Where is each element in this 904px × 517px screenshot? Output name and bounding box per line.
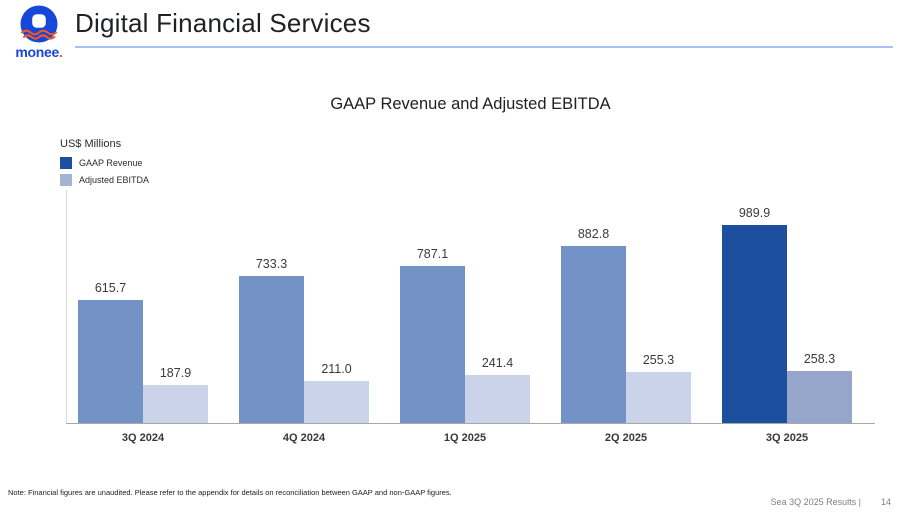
bar-group: 989.9 258.3 3Q 2025 [722, 206, 852, 444]
legend-item-gaap-revenue: GAAP Revenue [60, 157, 149, 169]
page-title: Digital Financial Services [75, 8, 371, 38]
bar-group: 615.7 187.9 3Q 2024 [78, 281, 208, 444]
gaap-revenue-bar: 989.9 [722, 206, 787, 423]
bar-value-label: 787.1 [416, 246, 449, 261]
monee-coin-icon [20, 5, 58, 43]
legend-label: Adjusted EBITDA [79, 175, 150, 185]
gaap-revenue-bar: 733.3 [239, 257, 304, 423]
bar-value-label: 882.8 [577, 227, 610, 242]
bar-value-label: 615.7 [94, 280, 127, 295]
adjusted-ebitda-bar: 258.3 [787, 352, 852, 423]
chart-title: GAAP Revenue and Adjusted EBITDA [330, 95, 611, 113]
page-number: 14 [880, 497, 891, 507]
bar-groups: 615.7 187.9 3Q 2024 733.3 211.0 4Q 2024 787.1 2… [78, 190, 852, 444]
gaap-revenue-bar: 882.8 [561, 227, 626, 423]
bar-value-label: 187.9 [159, 366, 192, 381]
adjusted-ebitda-bar: 241.4 [465, 356, 530, 423]
gaap-revenue-bar: 787.1 [400, 247, 465, 423]
adjusted-ebitda-bar: 211.0 [304, 362, 369, 423]
footnote: Note: Financial figures are unaudited. P… [8, 488, 452, 497]
adjusted-ebitda-bar: 187.9 [143, 366, 208, 423]
legend-swatch-adjusted-ebitda [60, 174, 72, 186]
bar-group: 882.8 255.3 2Q 2025 [561, 227, 691, 444]
brand-logo: monee. [10, 5, 68, 59]
bar-value-label: 241.4 [481, 355, 514, 370]
legend-item-adjusted-ebitda: Adjusted EBITDA [60, 174, 149, 186]
bar-value-label: 258.3 [803, 352, 836, 367]
chart-legend: GAAP Revenue Adjusted EBITDA [60, 157, 149, 191]
bar-group: 733.3 211.0 4Q 2024 [239, 257, 369, 444]
bar-group: 787.1 241.4 1Q 2025 [400, 247, 530, 444]
adjusted-ebitda-bar: 255.3 [626, 353, 691, 423]
x-axis-category-label: 4Q 2024 [282, 432, 326, 444]
chart-units-label: US$ Millions [60, 138, 122, 150]
x-axis-category-label: 1Q 2025 [443, 432, 487, 444]
slide-footer: Sea 3Q 2025 Results | 14 [771, 497, 891, 507]
x-axis-category-label: 2Q 2025 [604, 432, 648, 444]
bar-chart-plot-area: 615.7 187.9 3Q 2024 733.3 211.0 4Q 2024 787.1 2… [66, 190, 875, 444]
deck-title: Sea 3Q 2025 Results | [770, 497, 861, 507]
x-axis-category-label: 3Q 2024 [121, 432, 165, 444]
brand-dot: . [59, 44, 63, 60]
bar-value-label: 733.3 [255, 257, 288, 272]
legend-swatch-gaap-revenue [60, 157, 72, 169]
bar-value-label: 211.0 [321, 361, 352, 376]
legend-label: GAAP Revenue [79, 158, 143, 168]
title-divider [75, 46, 893, 48]
gaap-revenue-bar: 615.7 [78, 281, 143, 423]
brand-wordmark: monee. [15, 44, 63, 60]
x-axis-category-label: 3Q 2025 [765, 432, 809, 444]
bar-value-label: 255.3 [642, 352, 675, 367]
bar-value-label: 989.9 [738, 206, 771, 220]
